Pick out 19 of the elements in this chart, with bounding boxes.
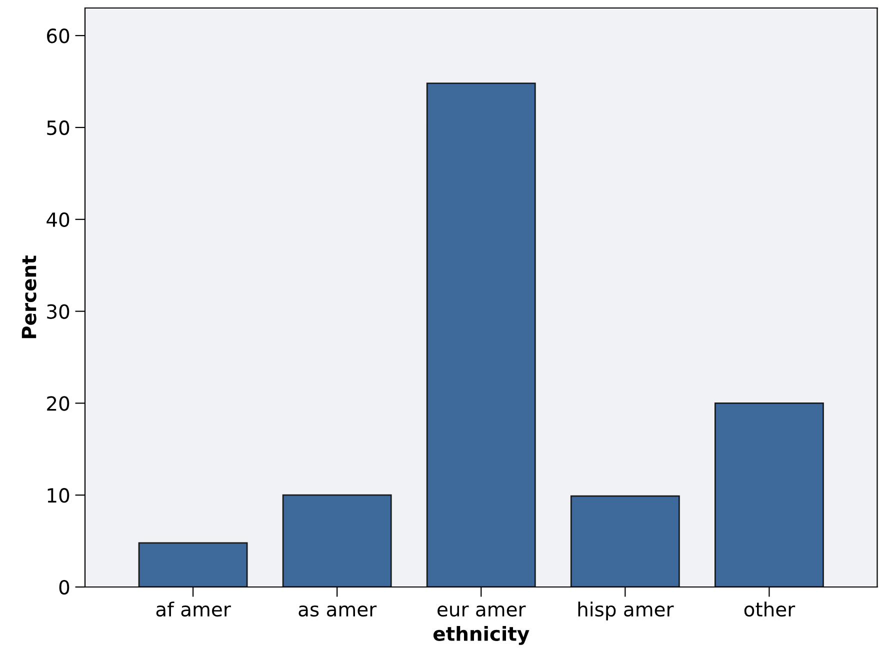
y-tick-label: 0	[59, 580, 70, 595]
y-tick-label: 40	[46, 212, 70, 228]
x-tick-label: other	[744, 602, 796, 617]
y-tick-label: 10	[48, 488, 70, 503]
x-tick-label: eur amer	[438, 605, 526, 617]
bar	[570, 495, 680, 587]
bar	[714, 402, 824, 587]
bar	[138, 542, 248, 587]
x-tick-label: af amer	[156, 602, 231, 617]
x-tick-label: hisp amer	[578, 602, 674, 620]
y-tick-label: 50	[47, 120, 70, 136]
y-tick-label: 20	[47, 396, 70, 411]
x-tick-label: as amer	[298, 605, 377, 617]
x-axis-title: ethnicity	[433, 626, 530, 645]
y-axis-title: Percent	[22, 256, 36, 338]
bar	[426, 82, 536, 587]
y-tick-label: 30	[47, 304, 70, 319]
y-tick-label: 60	[47, 28, 70, 44]
bar	[282, 494, 392, 587]
